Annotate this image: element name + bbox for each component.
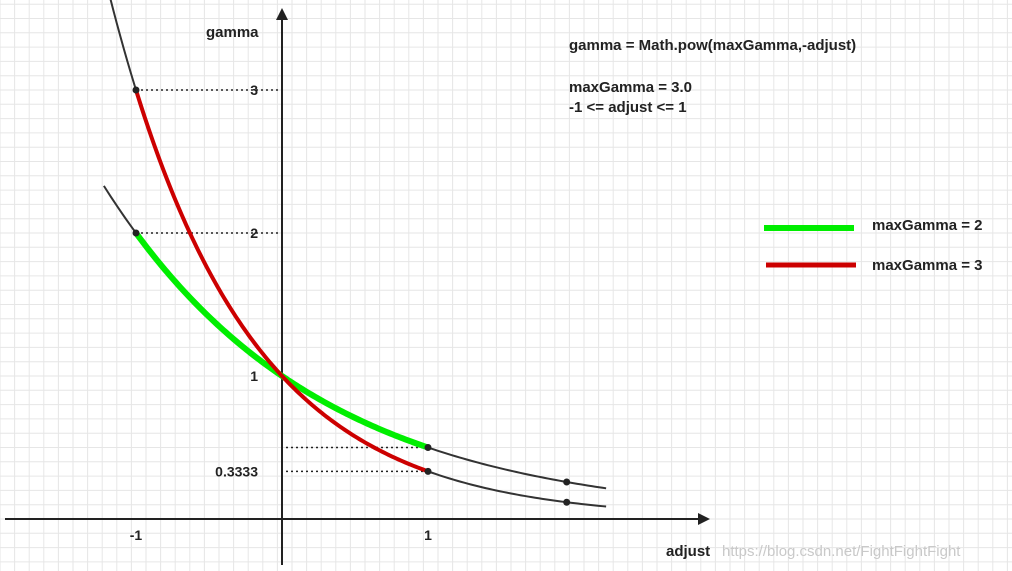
adjust-range-annotation: -1 <= adjust <= 1: [569, 99, 687, 116]
series-point: [424, 444, 432, 451]
watermark: https://blog.csdn.net/FightFightFight: [722, 543, 961, 560]
series-point: [132, 229, 140, 237]
legend: maxGamma = 2 maxGamma = 3: [764, 217, 983, 274]
marker-point: [563, 478, 571, 486]
marker-point: [563, 498, 571, 506]
formula-annotation: gamma = Math.pow(maxGamma,-adjust): [569, 37, 856, 54]
series-point: [424, 467, 432, 475]
axes: [5, 8, 710, 565]
y-tick-label: 0.3333: [215, 463, 258, 479]
x-axis-label: adjust: [666, 543, 710, 560]
curves: [103, 0, 607, 508]
series-point: [132, 86, 140, 94]
max-gamma-annotation: maxGamma = 3.0: [569, 79, 692, 96]
series-line-max-gamma-3: [134, 88, 430, 474]
legend-label-max-gamma-3: maxGamma = 3: [872, 257, 983, 274]
y-tick-label: 2: [250, 225, 258, 241]
y-tick-label: 3: [250, 82, 258, 98]
x-tick-label: -1: [130, 527, 143, 543]
background-curve-base-2: [103, 185, 607, 490]
x-tick-label: 1: [424, 527, 432, 543]
y-tick-label: 1: [250, 368, 258, 384]
y-axis-label: gamma: [206, 24, 259, 41]
legend-label-max-gamma-2: maxGamma = 2: [872, 217, 983, 234]
tick-labels: -1 1 3 2 1 0.3333: [130, 82, 432, 543]
